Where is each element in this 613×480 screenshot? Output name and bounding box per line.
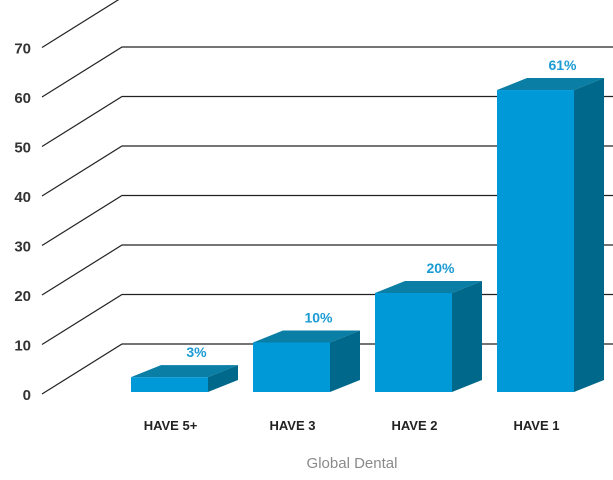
y-tick-label: 60 bbox=[14, 90, 31, 107]
gridline bbox=[41, 0, 120, 49]
bar bbox=[497, 78, 604, 393]
y-tick-label: 20 bbox=[14, 288, 31, 305]
y-tick-label: 0 bbox=[23, 387, 31, 404]
bar-front-face bbox=[497, 90, 574, 393]
x-category-label: HAVE 5+ bbox=[144, 418, 198, 433]
x-axis-labels: HAVE 5+ HAVE 3 HAVE 2 HAVE 1 bbox=[144, 418, 560, 433]
gridline bbox=[41, 145, 613, 197]
gridline bbox=[41, 194, 613, 247]
gridline bbox=[41, 95, 613, 148]
bar-front-face bbox=[375, 293, 452, 392]
gridlines bbox=[41, 0, 613, 395]
y-tick-label: 40 bbox=[14, 189, 31, 206]
data-label: 20% bbox=[426, 260, 455, 276]
bar bbox=[131, 365, 238, 392]
data-labels: 3% 10% 20% 61% bbox=[186, 57, 577, 360]
data-label: 61% bbox=[548, 57, 577, 73]
y-tick-label: 10 bbox=[14, 338, 31, 355]
bar-side-face bbox=[452, 281, 482, 392]
bar-top-face bbox=[497, 78, 604, 91]
bar-top-face bbox=[131, 365, 238, 378]
bar-side-face bbox=[208, 365, 238, 392]
bar-top-face bbox=[375, 281, 482, 293]
x-category-label: HAVE 1 bbox=[514, 418, 560, 433]
bar bbox=[253, 330, 360, 392]
gridline bbox=[41, 244, 613, 296]
bar-side-face bbox=[330, 330, 360, 392]
chart-caption: Global Dental bbox=[307, 455, 398, 472]
bar-front-face bbox=[253, 342, 330, 392]
bars bbox=[131, 78, 604, 393]
bar-front-face bbox=[131, 377, 208, 392]
data-label: 3% bbox=[186, 344, 207, 360]
y-tick-label: 50 bbox=[14, 140, 31, 157]
y-axis-ticks: 0 10 20 30 40 50 60 70 bbox=[14, 41, 31, 405]
y-tick-label: 70 bbox=[14, 41, 31, 58]
gridline bbox=[41, 46, 613, 98]
data-label: 10% bbox=[304, 310, 333, 326]
x-category-label: HAVE 3 bbox=[270, 418, 316, 433]
bar-top-face bbox=[253, 330, 360, 343]
y-tick-label: 30 bbox=[14, 239, 31, 256]
bar bbox=[375, 281, 482, 392]
x-category-label: HAVE 2 bbox=[392, 418, 438, 433]
bar-side-face bbox=[574, 78, 604, 393]
